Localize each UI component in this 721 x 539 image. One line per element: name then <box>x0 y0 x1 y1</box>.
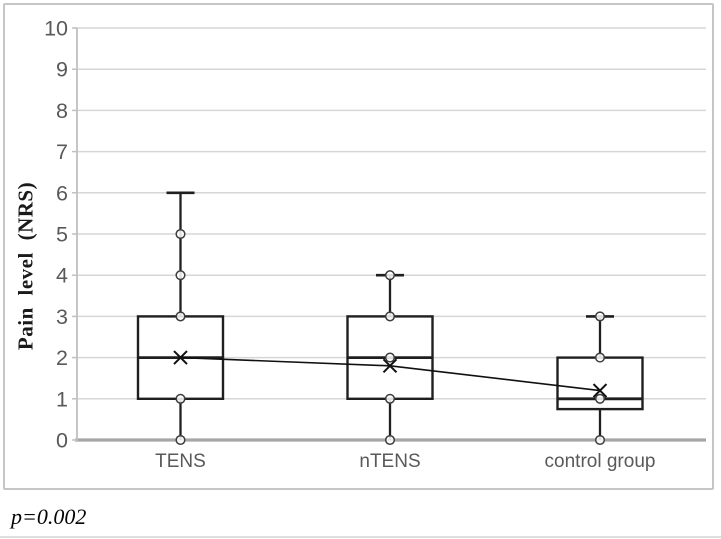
y-tick-label: 7 <box>56 140 68 164</box>
y-tick-label: 8 <box>56 99 68 123</box>
data-point-circle <box>594 311 606 322</box>
x-category-label: control group <box>545 451 656 472</box>
y-tick-label: 4 <box>56 264 68 288</box>
y-tick-label: 3 <box>56 305 68 329</box>
data-point-circle <box>384 352 396 363</box>
box <box>556 356 644 411</box>
data-point-circle <box>384 311 396 322</box>
y-tick-label: 2 <box>56 346 68 370</box>
data-point-circle <box>384 434 396 446</box>
mean-x-marker <box>382 358 398 374</box>
data-point-circle <box>175 393 186 404</box>
p-value-annotation: p=0.002 <box>11 504 87 529</box>
y-tick-label: 1 <box>56 387 68 411</box>
y-tick-label: 6 <box>56 181 68 205</box>
y-tick-label: 9 <box>56 58 68 82</box>
y-axis-title: Pain level (NRS) <box>13 181 38 351</box>
mean-x-marker <box>592 383 608 398</box>
y-tick-label: 5 <box>56 223 68 247</box>
data-point-circle <box>384 270 396 281</box>
data-point-circle <box>175 270 186 281</box>
data-point-circle <box>175 434 186 446</box>
y-tick-label: 10 <box>44 17 68 41</box>
data-point-circle <box>594 393 606 404</box>
x-category-label: nTENS <box>359 451 420 472</box>
data-point-circle <box>594 434 606 446</box>
bottom-divider <box>0 536 721 538</box>
mean-x-marker <box>173 350 188 365</box>
data-point-circle <box>384 393 396 404</box>
data-point-circle <box>594 352 606 363</box>
data-point-circle <box>175 311 186 322</box>
data-point-circle <box>175 228 186 240</box>
y-tick-label: 0 <box>56 429 68 453</box>
x-category-label: TENS <box>155 451 206 472</box>
